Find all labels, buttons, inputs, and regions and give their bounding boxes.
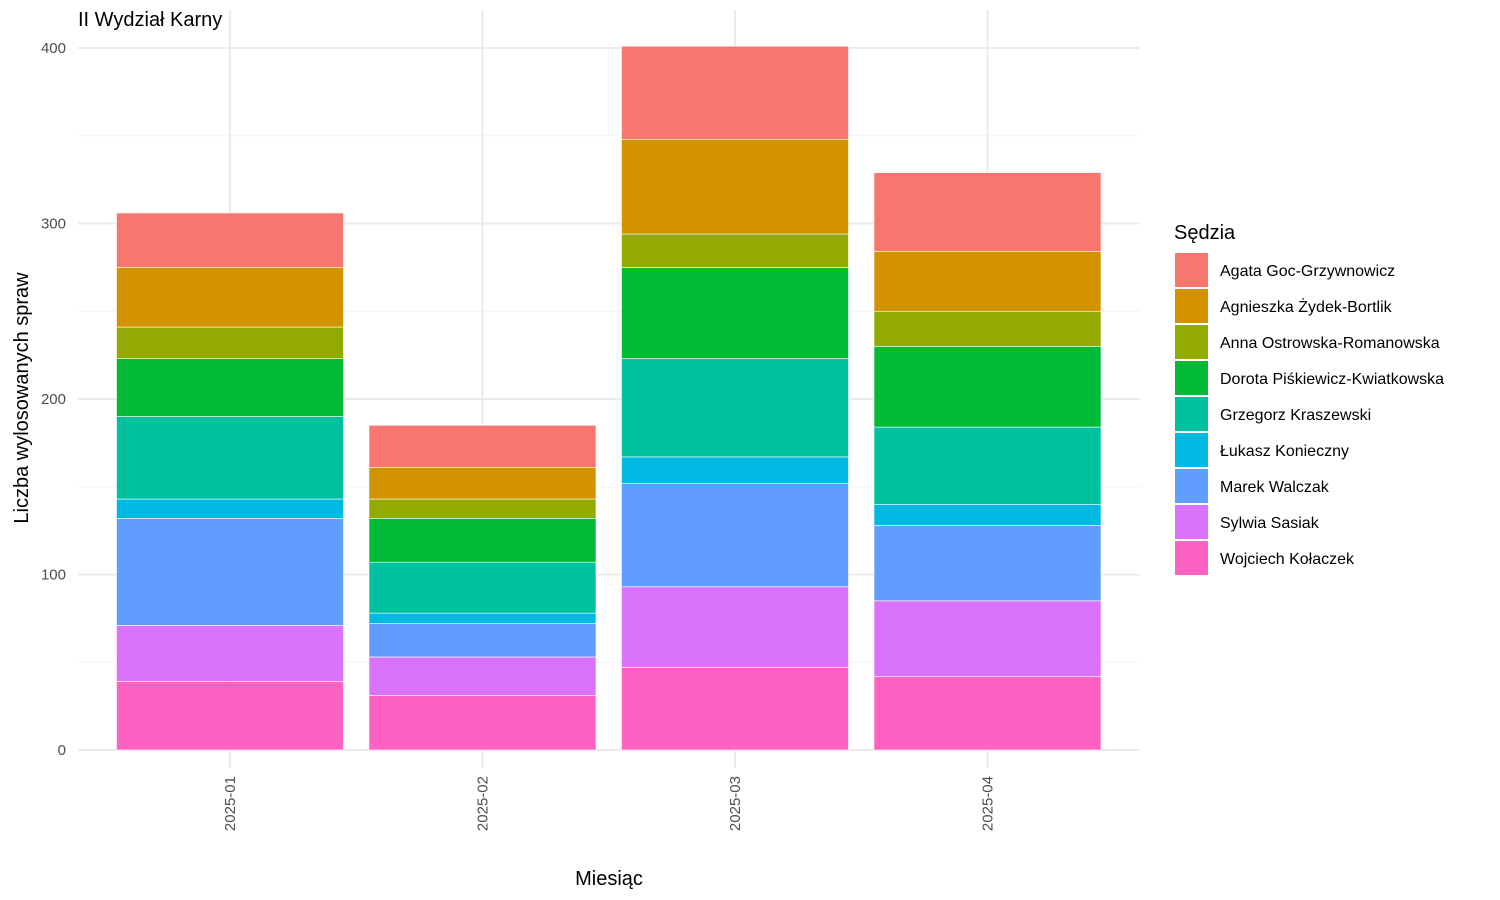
bar-stack-2025-02	[368, 425, 597, 751]
bar-stack-2025-04	[873, 172, 1102, 751]
x-tick-label: 2025-03	[727, 776, 744, 831]
bar-segment	[621, 586, 849, 668]
bar-segment	[621, 138, 849, 235]
legend-label: Anna Ostrowska-Romanowska	[1220, 335, 1440, 352]
legend-key	[1175, 505, 1208, 539]
bar-segment	[116, 267, 344, 328]
legend-label: Grzegorz Kraszewski	[1220, 407, 1371, 424]
legend-label: Sylwia Sasiak	[1220, 515, 1320, 532]
legend-title: Sędzia	[1174, 222, 1236, 244]
x-tick-label: 2025-01	[222, 776, 239, 831]
y-axis-ticks: 0 100 200 300 400	[41, 40, 66, 759]
y-tick-label: 400	[41, 40, 66, 57]
bar-stack-2025-01	[116, 212, 344, 751]
bar-segment	[116, 518, 344, 626]
legend-item: Sylwia Sasiak	[1175, 505, 1320, 539]
bar-segment	[368, 467, 597, 500]
bar-segment	[873, 346, 1102, 428]
bar-segment	[873, 525, 1102, 602]
bar-segment	[116, 358, 344, 417]
legend-item: Grzegorz Kraszewski	[1175, 397, 1371, 431]
bar-segment	[116, 625, 344, 682]
legend-item: Łukasz Konieczny	[1175, 433, 1349, 467]
bar-segment	[621, 358, 849, 458]
y-tick-label: 300	[41, 216, 66, 233]
y-tick-label: 100	[41, 567, 66, 584]
bar-segment	[621, 45, 849, 140]
bar-segment	[873, 251, 1102, 312]
legend-label: Łukasz Konieczny	[1220, 443, 1349, 460]
bar-segment	[368, 695, 597, 751]
bar-stack-2025-03	[621, 45, 849, 751]
bar-segment	[368, 425, 597, 468]
legend-item: Anna Ostrowska-Romanowska	[1175, 325, 1440, 359]
bar-segment	[873, 172, 1102, 252]
bar-segment	[873, 310, 1102, 347]
legend-key	[1175, 361, 1208, 395]
legend-item: Dorota Piśkiewicz-Kwiatkowska	[1175, 361, 1444, 395]
x-axis-ticks: 2025-01 2025-02 2025-03 2025-04	[222, 776, 997, 831]
bar-segment	[621, 456, 849, 484]
bar-segment	[621, 233, 849, 268]
bar-segment	[621, 267, 849, 359]
legend-key	[1175, 541, 1208, 575]
bar-segment	[368, 518, 597, 563]
legend-label: Agata Goc-Grzywnowicz	[1220, 263, 1395, 280]
legend-item: Marek Walczak	[1175, 469, 1330, 503]
x-axis-title: Miesiąc	[575, 868, 643, 890]
x-tick-label: 2025-02	[475, 776, 492, 831]
legend-key	[1175, 433, 1208, 467]
chart-title: II Wydział Karny	[78, 9, 222, 31]
legend-key	[1175, 253, 1208, 287]
bar-segment	[368, 656, 597, 696]
y-tick-label: 200	[41, 391, 66, 408]
bar-segment	[116, 498, 344, 519]
bar-segment	[368, 561, 597, 614]
bar-segment	[621, 482, 849, 588]
legend-label: Marek Walczak	[1220, 479, 1330, 496]
bar-segment	[368, 623, 597, 658]
legend-item: Wojciech Kołaczek	[1175, 541, 1355, 575]
legend-item: Agnieszka Żydek-Bortlik	[1175, 289, 1393, 323]
bar-segment	[873, 600, 1102, 677]
bar-segment	[116, 326, 344, 359]
bar-segment	[873, 426, 1102, 505]
legend-items: Agata Goc-Grzywnowicz Agnieszka Żydek-Bor…	[1175, 253, 1444, 575]
y-axis-title: Liczba wylosowanych spraw	[11, 272, 33, 524]
bar-segment	[116, 681, 344, 751]
x-tick-label: 2025-04	[980, 776, 997, 831]
legend-item: Agata Goc-Grzywnowicz	[1175, 253, 1395, 287]
bar-segment	[116, 212, 344, 268]
legend-key	[1175, 325, 1208, 359]
legend-label: Wojciech Kołaczek	[1220, 551, 1355, 568]
y-tick-label: 0	[58, 742, 66, 759]
bar-segment	[116, 416, 344, 500]
legend: Sędzia Agata Goc-Grzywnowicz Agnieszka Ży…	[1174, 222, 1444, 575]
bars	[116, 45, 1102, 751]
legend-label: Dorota Piśkiewicz-Kwiatkowska	[1220, 371, 1444, 388]
bar-segment	[873, 675, 1102, 751]
legend-label: Agnieszka Żydek-Bortlik	[1220, 297, 1393, 316]
bar-segment	[873, 503, 1102, 526]
bar-segment	[368, 498, 597, 519]
bar-segment	[368, 612, 597, 624]
legend-key	[1175, 289, 1208, 323]
legend-key	[1175, 397, 1208, 431]
bar-segment	[621, 667, 849, 751]
legend-key	[1175, 469, 1208, 503]
